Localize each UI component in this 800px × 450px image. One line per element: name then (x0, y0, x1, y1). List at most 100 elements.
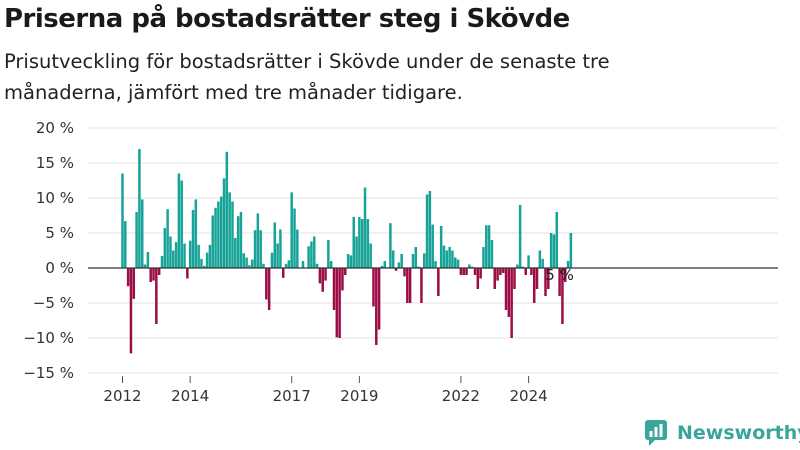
y-tick-label: 15 % (36, 154, 74, 172)
bar (535, 268, 539, 289)
bar (397, 262, 401, 268)
bar (157, 268, 161, 275)
bar (132, 268, 136, 299)
bar (445, 250, 449, 268)
bar (510, 268, 513, 338)
bar (124, 221, 127, 268)
bar (217, 201, 220, 268)
bar (462, 268, 465, 275)
bar (566, 261, 570, 268)
bar (437, 268, 440, 296)
y-tick-label: 0 % (45, 259, 74, 277)
bar (465, 268, 468, 275)
bar (569, 233, 573, 268)
bar (366, 219, 370, 268)
brand-name: Newsworthy (677, 422, 800, 444)
bar (383, 261, 387, 268)
bar (425, 194, 429, 268)
bar (380, 265, 384, 268)
bar (307, 246, 310, 268)
bar (296, 229, 299, 268)
bar (420, 268, 423, 303)
bar (501, 268, 505, 273)
x-tick-label: 2014 (171, 387, 209, 405)
bar (549, 233, 553, 268)
bar (155, 268, 158, 324)
bar (389, 223, 392, 268)
x-tick-label: 2022 (442, 387, 480, 405)
bar (400, 254, 403, 268)
bar (482, 247, 485, 268)
bar (391, 250, 395, 268)
bar (341, 268, 344, 291)
y-tick-label: −10 % (23, 329, 74, 347)
bar (355, 236, 358, 268)
bar (346, 254, 350, 268)
bar (555, 212, 559, 268)
bar (538, 250, 542, 268)
chart-title: Priserna på bostadsrätter steg i Skövde (4, 4, 570, 34)
bar (262, 263, 265, 268)
bar (197, 244, 200, 268)
bar (256, 213, 260, 268)
y-tick-label: 20 % (36, 119, 74, 137)
bar (281, 268, 285, 278)
bar (454, 257, 457, 268)
bar (547, 268, 550, 289)
bar (208, 244, 212, 268)
bar (428, 191, 432, 268)
bar (152, 268, 155, 281)
bar (313, 236, 316, 268)
bar (558, 268, 561, 296)
bar (563, 268, 567, 282)
latest-value-label: 5 % (545, 266, 574, 284)
bar (191, 209, 195, 268)
bar (126, 268, 130, 287)
bar (372, 268, 375, 307)
bar (172, 250, 175, 268)
bar (253, 230, 257, 268)
bar (530, 268, 533, 275)
bar (459, 268, 463, 275)
bar (225, 151, 229, 268)
bar (287, 260, 291, 268)
bar (527, 255, 530, 268)
bar (143, 264, 147, 268)
bar (468, 264, 471, 268)
bar (248, 265, 251, 268)
bar (183, 243, 186, 268)
bar (324, 268, 327, 281)
bar (363, 187, 367, 268)
bar (284, 263, 288, 268)
x-tick-label: 2019 (340, 387, 378, 405)
bar (439, 226, 443, 268)
bar (479, 268, 482, 279)
y-tick-label: 10 % (36, 189, 74, 207)
bar (140, 199, 144, 268)
chart-subtitle: Prisutveckling för bostadsrätter i Skövd… (4, 50, 610, 104)
bar (318, 268, 322, 284)
bar (431, 224, 434, 268)
y-tick-label: −15 % (23, 364, 74, 382)
bar (327, 240, 330, 268)
bar (499, 268, 502, 275)
bar (186, 268, 189, 279)
bar (203, 265, 206, 268)
bar (411, 254, 415, 268)
newsworthy-logo: Newsworthy (645, 420, 800, 446)
bar (301, 261, 305, 268)
bar (321, 268, 324, 292)
bar (315, 263, 319, 268)
bar (332, 268, 336, 310)
bar (352, 216, 355, 268)
bar (476, 268, 480, 289)
bar (403, 268, 406, 277)
bar (166, 209, 169, 268)
bar (349, 255, 353, 268)
bar (414, 247, 418, 268)
x-tick-label: 2024 (509, 387, 547, 405)
bar (129, 268, 133, 354)
bar (310, 241, 313, 268)
bar (375, 268, 378, 345)
bar (149, 268, 152, 282)
